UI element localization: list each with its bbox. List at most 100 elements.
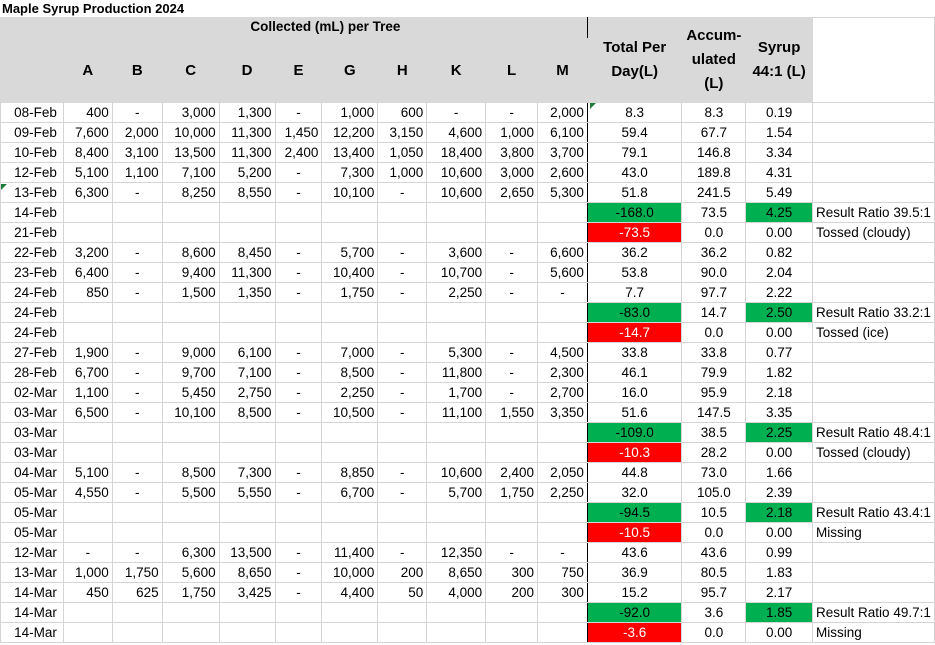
tree-g-cell[interactable]: 1,750 bbox=[321, 282, 379, 303]
tree-h-cell[interactable]: - bbox=[377, 542, 428, 563]
tree-b-cell[interactable]: - bbox=[111, 342, 163, 363]
syrup-cell[interactable]: 2.18 bbox=[745, 502, 814, 523]
tree-b-cell[interactable]: - bbox=[111, 462, 163, 483]
tree-g-cell[interactable] bbox=[321, 442, 379, 463]
tree-m-cell[interactable] bbox=[537, 322, 588, 343]
tree-c-cell[interactable] bbox=[161, 202, 220, 223]
tree-d-cell[interactable]: 1,300 bbox=[218, 102, 276, 123]
tree-l-cell[interactable]: - bbox=[485, 382, 538, 403]
collected-group-header[interactable]: Collected (mL) per Tree bbox=[62, 17, 588, 39]
tree-h-cell[interactable] bbox=[377, 502, 428, 523]
notes-header[interactable] bbox=[812, 17, 935, 103]
accumulated-cell[interactable]: 90.0 bbox=[681, 262, 747, 283]
tree-c-cell[interactable]: 5,450 bbox=[161, 382, 220, 403]
tree-d-cell[interactable]: 13,500 bbox=[218, 542, 276, 563]
note-cell[interactable] bbox=[812, 402, 935, 423]
tree-e-cell[interactable]: - bbox=[274, 462, 323, 483]
accumulated-header[interactable]: Accum-ulated (L) bbox=[681, 17, 747, 103]
date-cell[interactable]: 24-Feb bbox=[0, 322, 64, 343]
tree-g-cell[interactable]: 8,850 bbox=[321, 462, 379, 483]
tree-d-cell[interactable]: 7,100 bbox=[218, 362, 276, 383]
tree-a-cell[interactable]: 5,100 bbox=[62, 462, 113, 483]
accumulated-cell[interactable]: 67.7 bbox=[681, 122, 747, 143]
tree-g-cell[interactable] bbox=[321, 602, 379, 623]
tree-c-cell[interactable] bbox=[161, 522, 220, 543]
tree-a-cell[interactable] bbox=[62, 422, 113, 443]
tree-h-cell[interactable]: 600 bbox=[377, 102, 428, 123]
tree-m-cell[interactable]: 6,100 bbox=[537, 122, 588, 143]
tree-b-cell[interactable]: 1,100 bbox=[111, 162, 163, 183]
syrup-cell[interactable]: 1.83 bbox=[745, 562, 814, 583]
tree-g-cell[interactable]: 10,400 bbox=[321, 262, 379, 283]
syrup-cell[interactable]: 2.18 bbox=[745, 382, 814, 403]
tree-d-cell[interactable] bbox=[218, 422, 276, 443]
tree-h-cell[interactable]: - bbox=[377, 482, 428, 503]
tree-g-cell[interactable] bbox=[321, 422, 379, 443]
accumulated-cell[interactable]: 146.8 bbox=[681, 142, 747, 163]
tree-d-cell[interactable]: 1,350 bbox=[218, 282, 276, 303]
tree-k-cell[interactable] bbox=[426, 442, 487, 463]
tree-header-m[interactable]: M bbox=[537, 38, 588, 103]
tree-h-cell[interactable]: - bbox=[377, 462, 428, 483]
tree-e-cell[interactable] bbox=[274, 522, 323, 543]
accumulated-cell[interactable]: 33.8 bbox=[681, 342, 747, 363]
tree-k-cell[interactable]: 8,650 bbox=[426, 562, 487, 583]
tree-g-cell[interactable] bbox=[321, 622, 379, 643]
tree-g-cell[interactable]: 13,400 bbox=[321, 142, 379, 163]
syrup-cell[interactable]: 4.25 bbox=[745, 202, 814, 223]
total-cell[interactable]: 43.6 bbox=[586, 542, 683, 563]
tree-d-cell[interactable] bbox=[218, 442, 276, 463]
tree-g-cell[interactable] bbox=[321, 222, 379, 243]
tree-k-cell[interactable] bbox=[426, 202, 487, 223]
date-cell[interactable]: 14-Mar bbox=[0, 582, 64, 603]
tree-c-cell[interactable]: 1,500 bbox=[161, 282, 220, 303]
tree-c-cell[interactable]: 7,100 bbox=[161, 162, 220, 183]
tree-k-cell[interactable]: 10,600 bbox=[426, 462, 487, 483]
tree-l-cell[interactable]: 2,650 bbox=[485, 182, 538, 203]
tree-m-cell[interactable]: 5,600 bbox=[537, 262, 588, 283]
tree-e-cell[interactable]: - bbox=[274, 162, 323, 183]
tree-k-cell[interactable]: 11,800 bbox=[426, 362, 487, 383]
tree-l-cell[interactable] bbox=[485, 502, 538, 523]
total-cell[interactable]: 59.4 bbox=[586, 122, 683, 143]
date-cell[interactable]: 05-Mar bbox=[0, 482, 64, 503]
tree-m-cell[interactable] bbox=[537, 502, 588, 523]
tree-e-cell[interactable]: - bbox=[274, 562, 323, 583]
tree-m-cell[interactable]: - bbox=[537, 542, 588, 563]
tree-k-cell[interactable] bbox=[426, 622, 487, 643]
note-cell[interactable]: Result Ratio 39.5:1 bbox=[812, 202, 935, 223]
tree-e-cell[interactable]: - bbox=[274, 262, 323, 283]
tree-h-cell[interactable]: - bbox=[377, 342, 428, 363]
tree-h-cell[interactable]: - bbox=[377, 362, 428, 383]
accumulated-cell[interactable]: 241.5 bbox=[681, 182, 747, 203]
tree-c-cell[interactable]: 9,400 bbox=[161, 262, 220, 283]
tree-m-cell[interactable] bbox=[537, 222, 588, 243]
tree-m-cell[interactable]: 3,700 bbox=[537, 142, 588, 163]
tree-m-cell[interactable] bbox=[537, 622, 588, 643]
tree-m-cell[interactable]: 2,700 bbox=[537, 382, 588, 403]
tree-m-cell[interactable] bbox=[537, 522, 588, 543]
tree-e-cell[interactable]: - bbox=[274, 102, 323, 123]
total-cell[interactable]: -168.0 bbox=[586, 202, 683, 223]
tree-b-cell[interactable]: - bbox=[111, 382, 163, 403]
syrup-cell[interactable]: 1.54 bbox=[745, 122, 814, 143]
total-cell[interactable]: 53.8 bbox=[586, 262, 683, 283]
tree-b-cell[interactable]: - bbox=[111, 402, 163, 423]
tree-l-cell[interactable] bbox=[485, 322, 538, 343]
tree-l-cell[interactable]: - bbox=[485, 342, 538, 363]
tree-e-cell[interactable]: - bbox=[274, 242, 323, 263]
accumulated-cell[interactable]: 36.2 bbox=[681, 242, 747, 263]
total-per-day-header[interactable]: Total Per Day(L) bbox=[586, 17, 683, 103]
syrup-cell[interactable]: 2.17 bbox=[745, 582, 814, 603]
tree-l-cell[interactable] bbox=[485, 602, 538, 623]
tree-a-cell[interactable] bbox=[62, 522, 113, 543]
note-cell[interactable] bbox=[812, 342, 935, 363]
accumulated-cell[interactable]: 38.5 bbox=[681, 422, 747, 443]
total-cell[interactable]: 32.0 bbox=[586, 482, 683, 503]
tree-k-cell[interactable]: 1,700 bbox=[426, 382, 487, 403]
tree-d-cell[interactable]: 8,650 bbox=[218, 562, 276, 583]
tree-h-cell[interactable] bbox=[377, 202, 428, 223]
tree-header-a[interactable]: A bbox=[62, 38, 113, 103]
note-cell[interactable] bbox=[812, 242, 935, 263]
tree-a-cell[interactable]: 5,100 bbox=[62, 162, 113, 183]
